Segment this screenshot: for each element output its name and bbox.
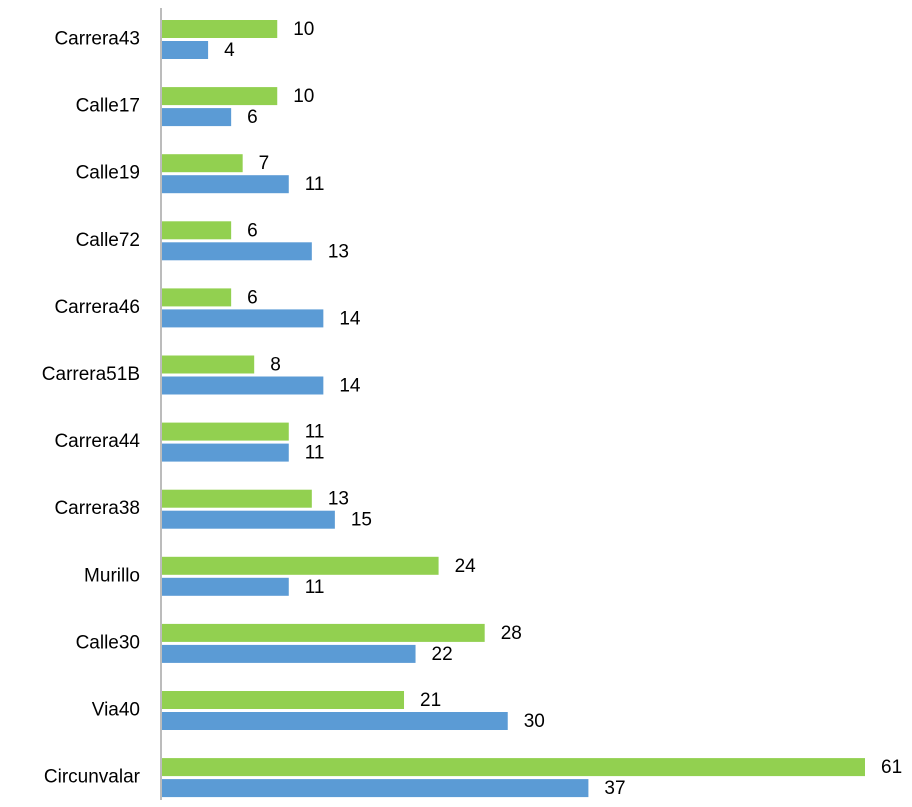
bar <box>162 556 439 575</box>
value-label: 30 <box>524 711 545 732</box>
bar <box>162 108 232 127</box>
bar <box>162 422 289 441</box>
category-label: Carrera51B <box>42 364 140 385</box>
bar <box>162 644 416 663</box>
value-label: 22 <box>432 644 453 665</box>
value-label: 14 <box>339 308 361 329</box>
bar <box>162 623 485 642</box>
value-label: 21 <box>420 690 441 711</box>
value-label: 11 <box>305 577 325 598</box>
bar <box>162 41 209 59</box>
category-label: Murillo <box>84 565 140 586</box>
bar <box>162 577 289 596</box>
value-label: 10 <box>293 19 314 40</box>
value-label: 4 <box>224 40 235 61</box>
bar <box>162 288 232 307</box>
category-label: Calle19 <box>76 163 140 184</box>
bar <box>162 221 232 240</box>
category-label: Carrera43 <box>54 29 140 50</box>
value-label: 6 <box>247 220 258 241</box>
bar <box>162 87 278 106</box>
category-label: Carrera38 <box>54 498 140 519</box>
bar <box>162 242 312 261</box>
category-label: Via40 <box>92 700 140 721</box>
category-label: Calle17 <box>76 96 140 117</box>
value-label: 7 <box>259 153 270 174</box>
bar <box>162 510 335 529</box>
bar <box>162 691 405 709</box>
value-label: 10 <box>293 86 314 107</box>
bar <box>162 355 255 374</box>
category-label: Carrera46 <box>54 297 140 318</box>
value-label: 61 <box>881 757 902 778</box>
bar <box>162 489 312 508</box>
bar <box>162 712 508 730</box>
value-label: 13 <box>328 241 349 262</box>
bar <box>162 20 278 38</box>
value-label: 11 <box>305 443 325 464</box>
value-label: 8 <box>270 355 281 376</box>
category-label: Carrera44 <box>54 431 140 452</box>
bar <box>162 309 324 328</box>
value-label: 11 <box>305 422 325 443</box>
value-label: 6 <box>247 107 258 128</box>
category-label: Calle30 <box>76 632 140 653</box>
value-label: 13 <box>328 489 349 510</box>
bar <box>162 779 589 798</box>
value-label: 14 <box>339 376 361 397</box>
bar <box>162 154 243 173</box>
value-label: 37 <box>604 778 625 799</box>
category-label: Calle72 <box>76 230 140 251</box>
value-label: 15 <box>351 510 372 531</box>
bar <box>162 443 289 462</box>
value-label: 11 <box>305 174 325 195</box>
bar <box>162 175 289 194</box>
category-label: Circunvalar <box>44 767 141 788</box>
value-label: 28 <box>501 623 522 644</box>
value-label: 6 <box>247 287 258 308</box>
bar <box>162 376 324 395</box>
value-label: 24 <box>455 556 477 577</box>
bar <box>162 758 865 777</box>
